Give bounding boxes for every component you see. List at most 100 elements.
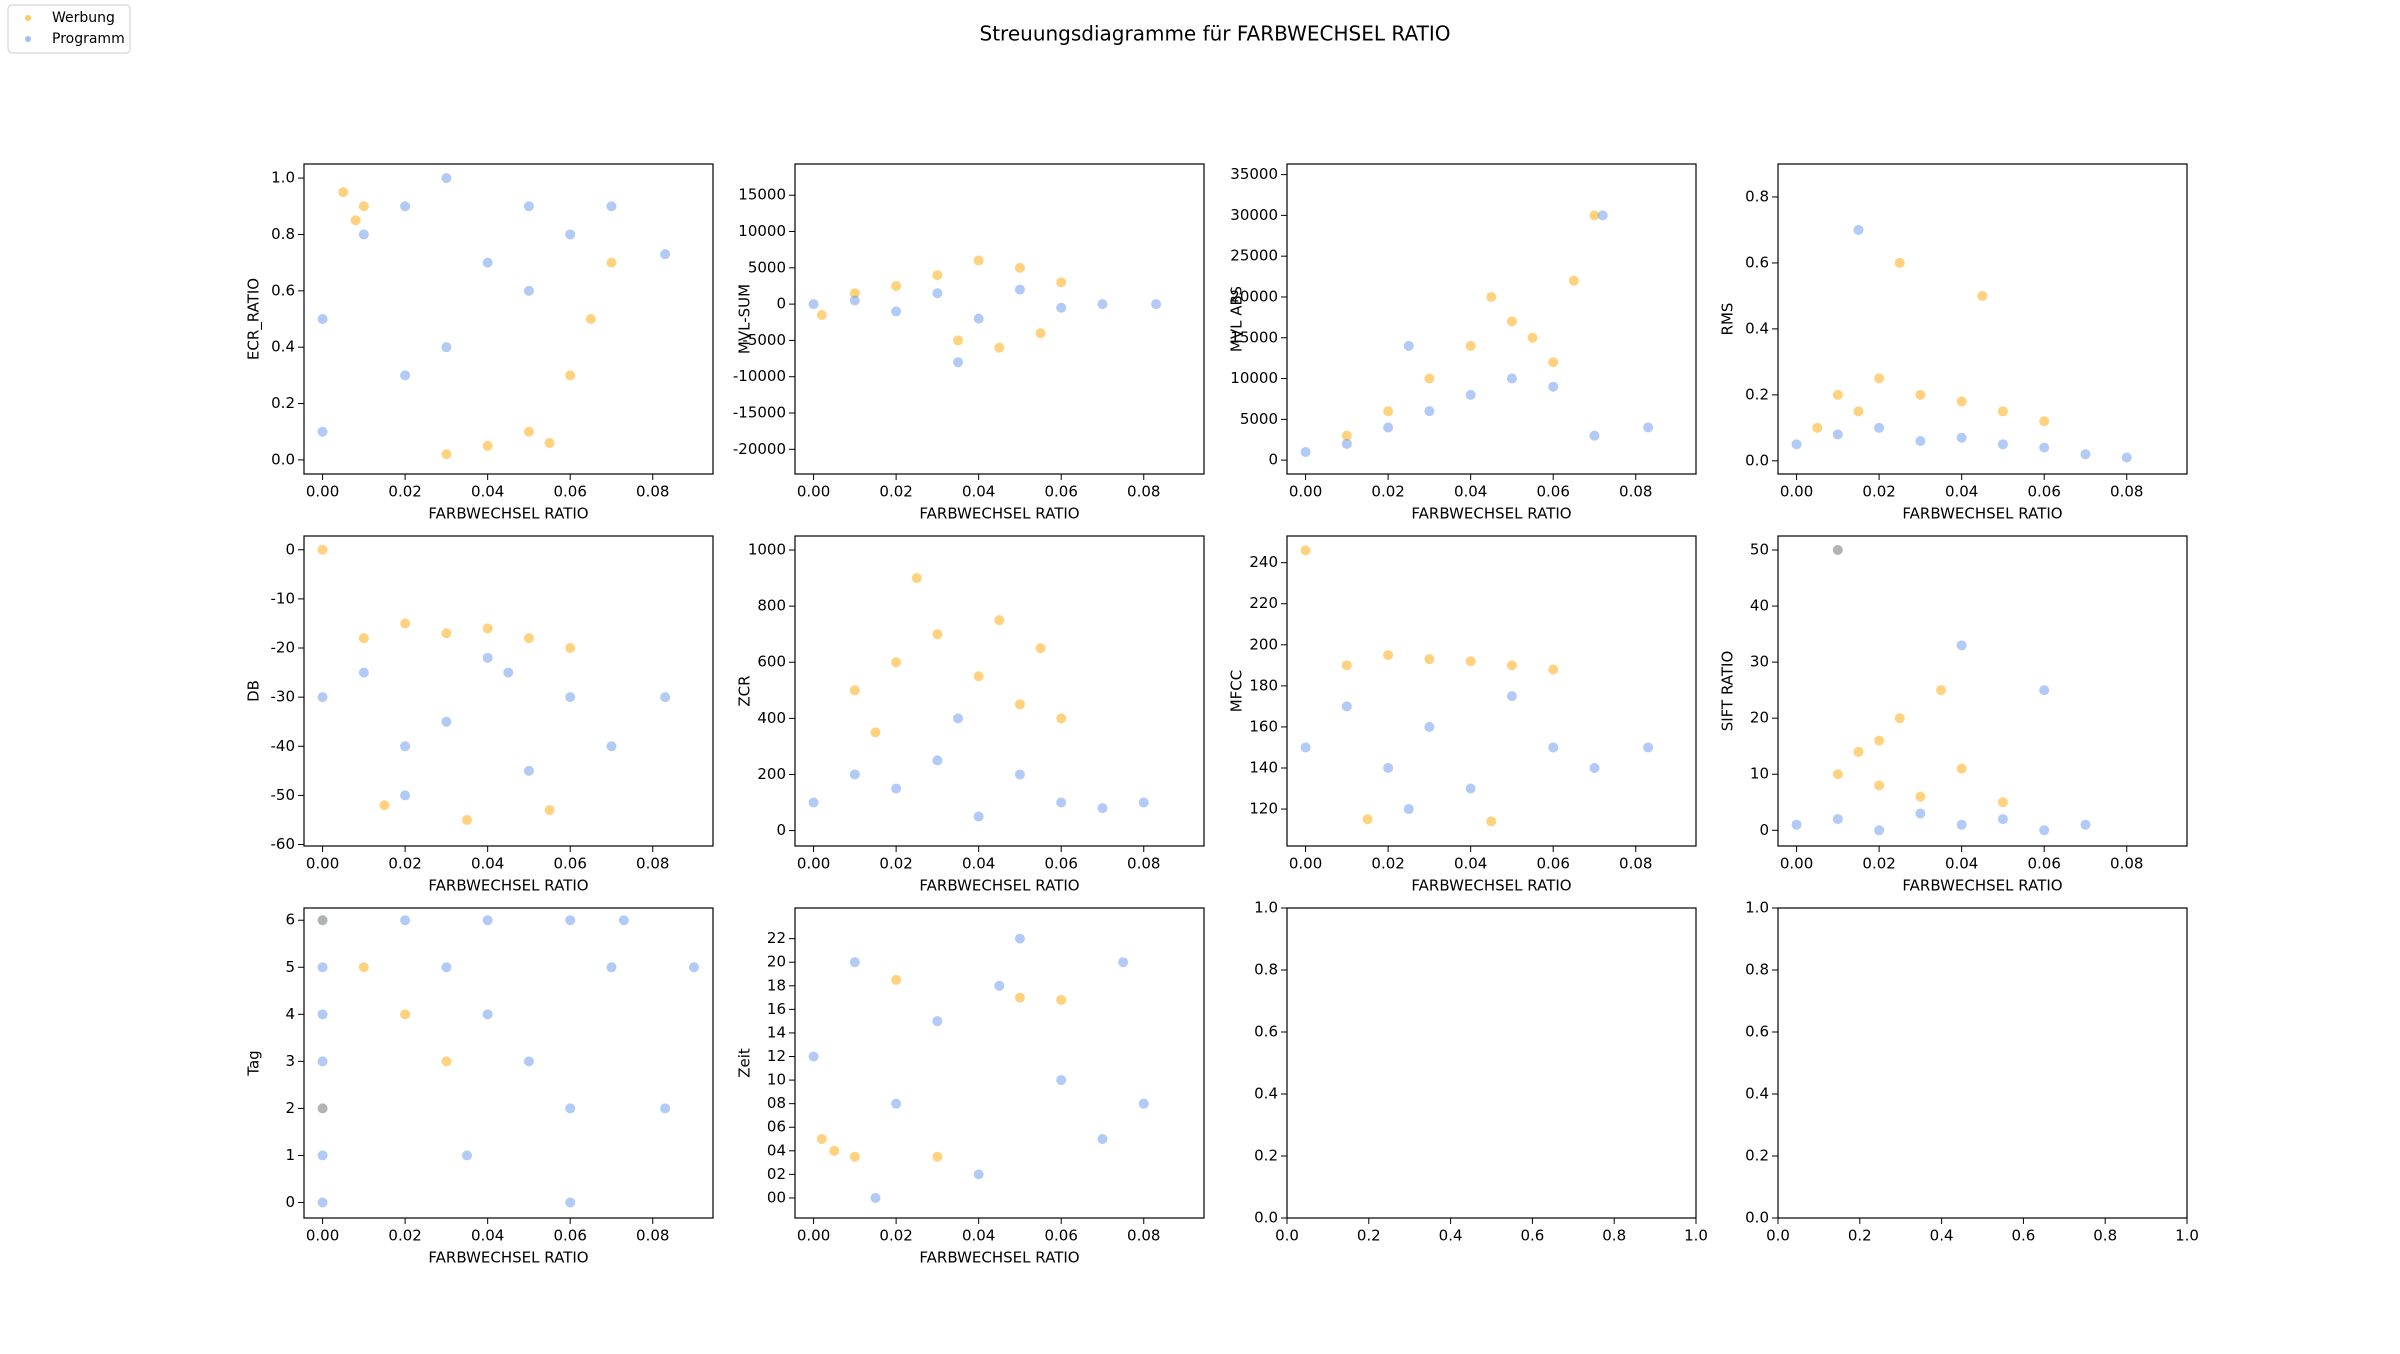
point: [1832, 769, 1843, 780]
point: [932, 270, 943, 281]
point: [317, 1197, 328, 1208]
point: [441, 962, 452, 973]
y-tick-label: 20: [767, 953, 786, 971]
x-tick-label: 0.8: [1602, 1227, 1626, 1245]
x-tick-label: 0.00: [1780, 483, 1813, 501]
y-tick-label: 0.2: [1745, 1147, 1769, 1165]
point: [1791, 439, 1802, 450]
x-tick-label: 0.4: [1439, 1227, 1463, 1245]
point: [441, 342, 452, 353]
point: [870, 1192, 881, 1203]
point: [1643, 422, 1654, 433]
x-tick-label: 0.04: [962, 1227, 995, 1245]
x-tick-label: 0.06: [2027, 483, 2060, 501]
point: [849, 957, 860, 968]
point: [1056, 302, 1067, 313]
point: [1568, 275, 1579, 286]
y-tick-label: 18: [767, 976, 786, 994]
point: [891, 1098, 902, 1109]
y-tick-label: 08: [767, 1094, 786, 1112]
point: [689, 962, 700, 973]
y-tick-label: 2: [285, 1099, 295, 1117]
x-tick-label: 0.06: [2027, 855, 2060, 873]
point: [1138, 797, 1149, 808]
point: [1832, 429, 1843, 440]
x-tick-label: 0.04: [471, 855, 504, 873]
y-tick-label: 10: [767, 1071, 786, 1089]
point: [1832, 814, 1843, 825]
x-tick-label: 0.04: [1454, 855, 1487, 873]
axes-frame: [303, 163, 714, 475]
y-tick-label: 0.0: [271, 450, 295, 468]
legend-marker: [25, 36, 31, 42]
point: [932, 755, 943, 766]
point: [994, 980, 1005, 991]
point: [317, 962, 328, 973]
axes-frame: [1777, 535, 2188, 847]
point: [1424, 373, 1435, 384]
y-tick-label: 0.6: [271, 281, 295, 299]
point: [808, 797, 819, 808]
point: [1956, 819, 1967, 830]
point: [1791, 819, 1802, 830]
y-tick-label: 0: [285, 1193, 295, 1211]
point: [1832, 389, 1843, 400]
x-tick-label: 0.04: [962, 855, 995, 873]
y-tick-label: 25000: [1230, 247, 1278, 265]
y-axis-label: Tag: [245, 1050, 263, 1076]
point: [891, 657, 902, 668]
point: [358, 229, 369, 240]
point: [891, 783, 902, 794]
x-tick-label: 0.04: [471, 1227, 504, 1245]
x-tick-label: 1.0: [2175, 1227, 2199, 1245]
point: [1097, 1134, 1108, 1145]
point: [1506, 660, 1517, 671]
point: [1014, 284, 1025, 295]
y-tick-label: 3: [285, 1052, 295, 1070]
figure-title: Streuungsdiagramme für FARBWECHSEL RATIO: [980, 22, 1451, 46]
legend-label: Werbung: [52, 10, 115, 26]
y-tick-label: 5000: [1240, 410, 1278, 428]
point: [400, 790, 411, 801]
point: [317, 1103, 328, 1114]
y-tick-label: 0.0: [1745, 1209, 1769, 1227]
x-tick-label: 0.00: [797, 855, 830, 873]
point: [1997, 406, 2008, 417]
y-tick-label: 200: [1249, 635, 1278, 653]
x-tick-label: 0.04: [1945, 483, 1978, 501]
point: [1894, 713, 1905, 724]
point: [932, 629, 943, 640]
y-tick-label: -10: [271, 589, 296, 607]
point: [1056, 713, 1067, 724]
y-tick-label: 180: [1249, 676, 1278, 694]
point: [660, 1103, 671, 1114]
point: [400, 741, 411, 752]
point: [849, 288, 860, 299]
point: [1424, 721, 1435, 732]
point: [1035, 328, 1046, 339]
y-tick-label: 0: [776, 295, 786, 313]
y-tick-label: 140: [1249, 758, 1278, 776]
x-tick-label: 0.06: [553, 483, 586, 501]
y-tick-label: 0.2: [1745, 385, 1769, 403]
y-tick-label: 800: [757, 597, 786, 615]
y-tick-label: -60: [271, 835, 296, 853]
x-tick-label: 0.00: [306, 483, 339, 501]
point: [1506, 691, 1517, 702]
y-tick-label: -40: [271, 737, 296, 755]
point: [482, 623, 493, 634]
y-tick-label: 0.4: [271, 338, 295, 356]
point: [358, 201, 369, 212]
point: [2039, 416, 2050, 427]
point: [849, 1151, 860, 1162]
x-tick-label: 0.06: [1044, 483, 1077, 501]
point: [1097, 299, 1108, 310]
y-tick-label: -20000: [733, 440, 786, 458]
point: [565, 1103, 576, 1114]
point: [1014, 992, 1025, 1003]
point: [2039, 442, 2050, 453]
point: [1548, 742, 1559, 753]
y-tick-label: 0.2: [271, 394, 295, 412]
x-tick-label: 0.02: [1862, 483, 1895, 501]
